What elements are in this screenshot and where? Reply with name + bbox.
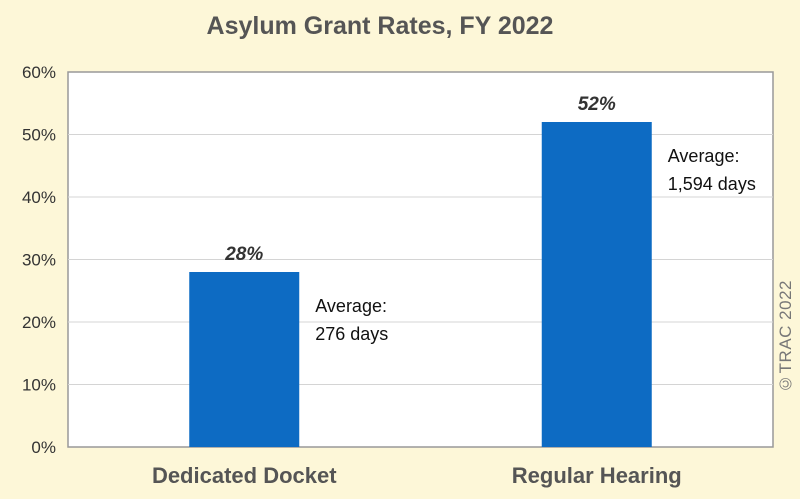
bar	[189, 272, 300, 447]
y-tick-label: 50%	[22, 126, 56, 145]
y-tick-label: 0%	[31, 438, 56, 457]
y-tick-label: 40%	[22, 188, 56, 207]
y-tick-label: 60%	[22, 63, 56, 82]
copyright-credit: ©TRAC 2022	[776, 280, 795, 393]
bar-annotation: 276 days	[315, 324, 388, 344]
bar-annotation: Average:	[315, 296, 387, 316]
bar-annotation: 1,594 days	[668, 174, 756, 194]
chart-title: Asylum Grant Rates, FY 2022	[206, 12, 554, 40]
y-tick-label: 10%	[22, 376, 56, 395]
bar-annotation: Average:	[668, 146, 740, 166]
x-tick-label: Dedicated Docket	[152, 463, 337, 488]
data-label: 52%	[578, 94, 616, 115]
bar	[541, 122, 652, 447]
y-tick-label: 30%	[22, 251, 56, 270]
x-tick-label: Regular Hearing	[512, 463, 682, 488]
y-tick-label: 20%	[22, 313, 56, 332]
data-label: 28%	[224, 244, 263, 265]
